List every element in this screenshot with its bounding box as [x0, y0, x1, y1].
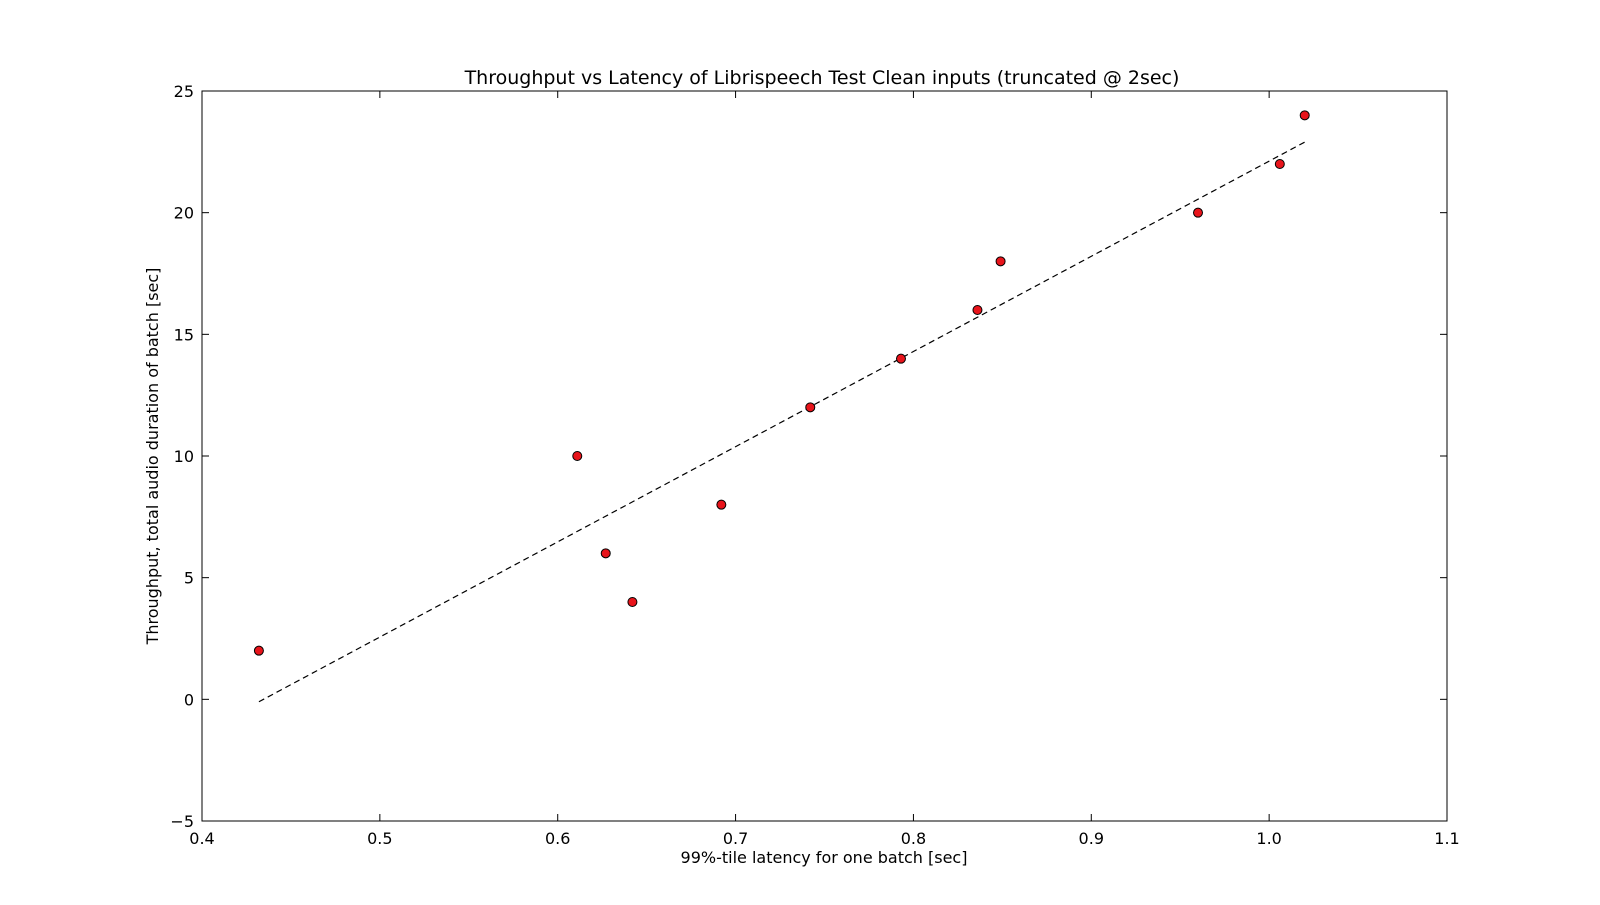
y-axis-label: Throughput, total audio duration of batc…: [143, 268, 162, 646]
data-point: [895, 353, 906, 364]
y-tick-label: 20: [174, 204, 194, 223]
y-axis-ticks: −5 0 5 10 15 20 25: [170, 82, 1447, 831]
x-axis-label: 99%-tile latency for one batch [sec]: [681, 848, 968, 867]
data-points: [253, 110, 1310, 656]
y-tick-label: 25: [174, 82, 194, 101]
trend-line: [258, 141, 1305, 703]
x-tick-label: 0.9: [1079, 829, 1104, 848]
data-point: [972, 305, 983, 315]
data-point: [600, 548, 611, 559]
x-tick-label: 1.1: [1434, 829, 1459, 848]
x-tick-label: 0.7: [723, 829, 748, 848]
y-tick-label: 15: [174, 325, 194, 344]
data-point: [995, 256, 1006, 267]
data-point: [253, 645, 264, 656]
y-tick-label: 5: [184, 569, 194, 588]
data-point: [1193, 207, 1203, 218]
x-tick-label: 0.4: [189, 829, 214, 848]
y-tick-label: 0: [184, 690, 194, 709]
data-point: [572, 451, 583, 461]
x-tick-label: 1.0: [1256, 829, 1281, 848]
data-point: [1299, 110, 1310, 121]
x-axis-ticks: 0.4 0.5 0.6 0.7 0.8 0.9 1.0 1.1: [189, 91, 1460, 848]
x-tick-label: 0.6: [545, 829, 570, 848]
data-point: [627, 597, 638, 607]
chart-title: Throughput vs Latency of Librispeech Tes…: [464, 67, 1180, 89]
data-point: [1274, 159, 1285, 169]
x-tick-label: 0.5: [367, 829, 392, 848]
x-tick-label: 0.8: [901, 829, 926, 848]
data-point: [716, 499, 727, 510]
plot-frame: [201, 90, 1448, 822]
y-tick-label: −5: [170, 812, 194, 831]
y-tick-label: 10: [174, 447, 194, 466]
data-point: [805, 402, 816, 413]
plot-area: 0.4 0.5 0.6 0.7 0.8 0.9 1.0 1.1 −5 0 5 10 15 20 25: [170, 82, 1459, 848]
